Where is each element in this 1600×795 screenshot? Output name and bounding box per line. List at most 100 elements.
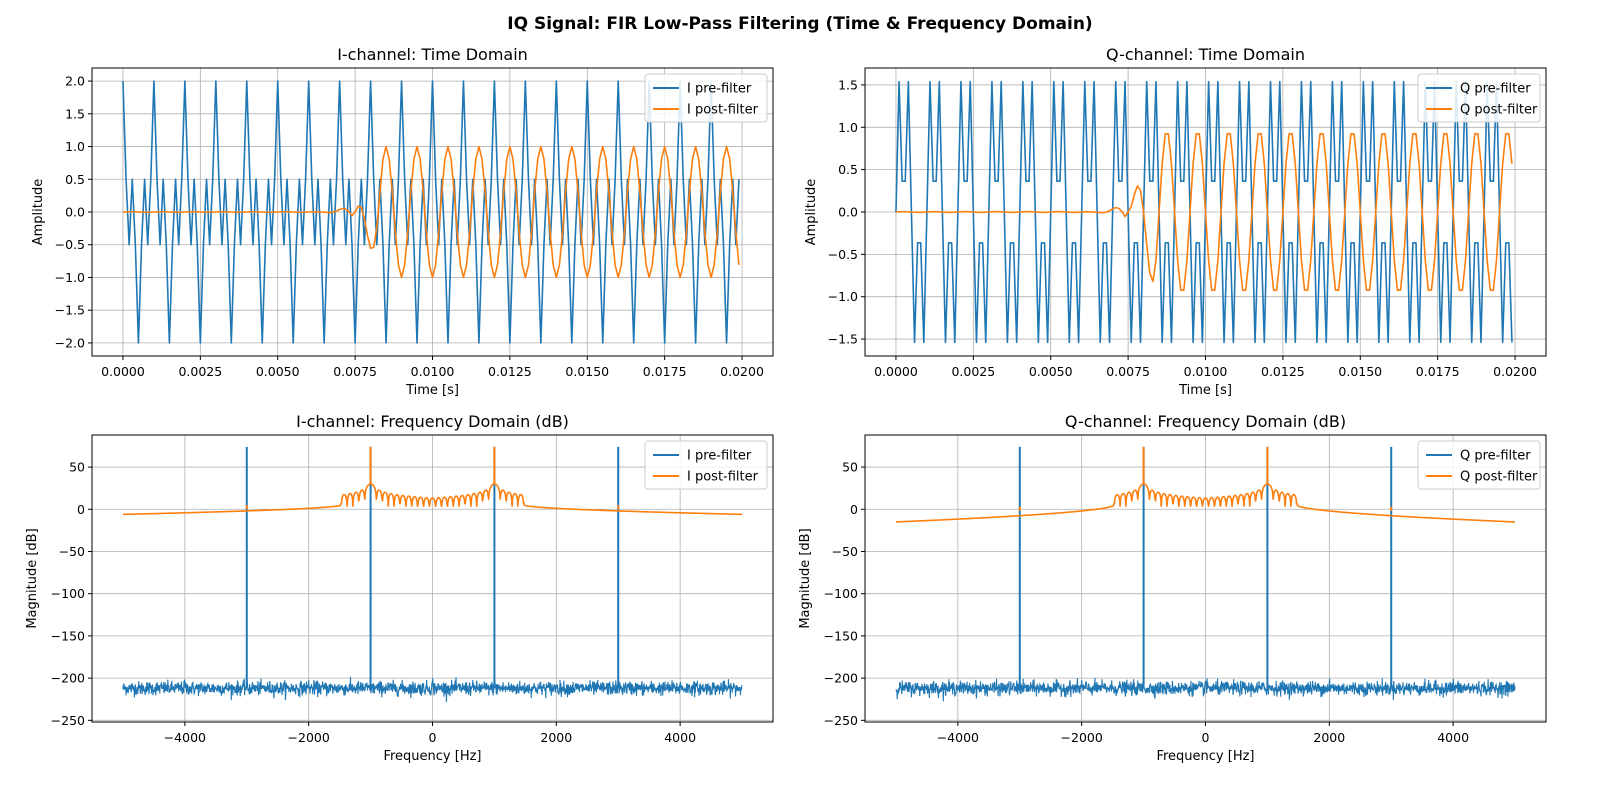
- i-time-legend-label-1: I post-filter: [687, 103, 759, 118]
- i-freq-series-pre-noise: [122, 676, 743, 703]
- q-time-ytick-label-6: 1.5: [838, 77, 858, 92]
- q-time-ytick-label-1: −1.0: [828, 289, 858, 304]
- q-freq-legend-label-1: Q post-filter: [1460, 470, 1538, 485]
- i-time-series-post: [122, 145, 740, 279]
- i-time-xtick-label-7: 0.0175: [643, 364, 687, 379]
- q-time-legend: Q pre-filter Q post-filter: [1417, 73, 1541, 123]
- i-time-xtick-label-2: 0.0050: [256, 364, 300, 379]
- i-time-ytick-label-2: −1.0: [55, 270, 85, 285]
- i-time-ytick-label-6: 1.0: [65, 139, 85, 154]
- i-freq-series-post: [122, 483, 743, 516]
- i-time-xtick-label-6: 0.0150: [565, 364, 609, 379]
- q-time-series-post: [895, 133, 1513, 291]
- q-freq-xtick-label-4: 4000: [1437, 730, 1469, 745]
- i-time-xtick-label-5: 0.0125: [488, 364, 532, 379]
- q-freq-xtick-label-1: −2000: [1061, 730, 1103, 745]
- q-time-chart: 0.0000 0.0025 0.0050 0.0075 0.0100 0.0125 0.01…: [804, 45, 1547, 398]
- i-time-legend: I pre-filter I post-filter: [644, 73, 768, 123]
- q-time-ytick-label-2: −0.5: [828, 247, 858, 262]
- figure-suptitle: IQ Signal: FIR Low-Pass Filtering (Time …: [507, 14, 1092, 34]
- q-time-title: Q-channel: Time Domain: [1106, 45, 1305, 64]
- i-freq-xlabel: Frequency [Hz]: [383, 749, 481, 764]
- i-freq-plot-area: [122, 446, 743, 703]
- q-freq-ytick-label-2: −150: [824, 628, 858, 643]
- q-time-ytick-label-3: 0.0: [838, 205, 858, 220]
- q-freq-ytick-label-3: −100: [824, 586, 858, 601]
- q-freq-ytick-label-4: −50: [832, 544, 858, 559]
- i-time-xtick-label-4: 0.0100: [411, 364, 455, 379]
- i-freq-xtick-label-3: 2000: [540, 730, 572, 745]
- i-freq-xtick-label-4: 4000: [664, 730, 696, 745]
- i-time-chart: 0.0000 0.0025 0.0050 0.0075 0.0100 0.0125 0.01…: [31, 45, 774, 398]
- q-freq-series-post: [895, 483, 1516, 523]
- q-freq-ytick-label-0: −250: [824, 713, 858, 728]
- i-time-xlabel: Time [s]: [405, 383, 459, 398]
- i-time-plot-area: [122, 80, 740, 344]
- q-time-xlabel: Time [s]: [1178, 383, 1232, 398]
- i-freq-legend-label-0: I pre-filter: [687, 449, 752, 464]
- q-time-ytick-label-4: 0.5: [838, 162, 858, 177]
- i-freq-ytick-label-4: −50: [59, 544, 85, 559]
- i-freq-ytick-label-2: −150: [51, 628, 85, 643]
- i-freq-title: I-channel: Frequency Domain (dB): [296, 412, 569, 431]
- q-time-xtick-label-8: 0.0200: [1493, 364, 1537, 379]
- i-time-title: I-channel: Time Domain: [337, 45, 528, 64]
- i-time-ytick-label-5: 0.5: [65, 172, 85, 187]
- q-time-xtick-label-4: 0.0100: [1184, 364, 1228, 379]
- q-time-xtick-label-6: 0.0150: [1338, 364, 1382, 379]
- q-freq-legend-label-0: Q pre-filter: [1460, 449, 1531, 464]
- i-freq-ytick-label-3: −100: [51, 586, 85, 601]
- q-time-xtick-label-7: 0.0175: [1416, 364, 1460, 379]
- i-time-ylabel: Amplitude: [31, 179, 46, 246]
- q-time-xtick-label-2: 0.0050: [1029, 364, 1073, 379]
- q-time-xtick-label-5: 0.0125: [1261, 364, 1305, 379]
- i-freq-xtick-label-0: −4000: [164, 730, 206, 745]
- q-freq-ytick-label-5: 0: [850, 502, 858, 517]
- q-time-plot-area: [895, 80, 1513, 344]
- i-time-xtick-label-8: 0.0200: [720, 364, 764, 379]
- q-freq-title: Q-channel: Frequency Domain (dB): [1065, 412, 1346, 431]
- q-freq-xtick-label-3: 2000: [1313, 730, 1345, 745]
- i-time-ytick-label-3: −0.5: [55, 237, 85, 252]
- i-time-ytick-label-7: 1.5: [65, 106, 85, 121]
- i-freq-legend-label-1: I post-filter: [687, 470, 759, 485]
- q-freq-plot-area: [895, 446, 1516, 702]
- i-time-legend-label-0: I pre-filter: [687, 82, 752, 97]
- q-time-series-pre: [895, 80, 1513, 344]
- i-time-ytick-label-0: −2.0: [55, 335, 85, 350]
- q-freq-ytick-label-6: 50: [842, 460, 858, 475]
- q-freq-ytick-label-1: −200: [824, 671, 858, 686]
- q-time-xtick-label-0: 0.0000: [874, 364, 918, 379]
- q-time-ytick-label-5: 1.0: [838, 120, 858, 135]
- i-freq-legend: I pre-filter I post-filter: [644, 440, 768, 490]
- i-freq-chart: −4000 −2000 0 2000 4000 −250 −200 −150 −100 −50 0 5…: [25, 412, 774, 764]
- i-time-series-pre: [122, 80, 740, 344]
- i-freq-ytick-label-1: −200: [51, 671, 85, 686]
- i-time-xtick-label-0: 0.0000: [101, 364, 145, 379]
- i-time-ytick-label-1: −1.5: [55, 303, 85, 318]
- i-time-ytick-label-8: 2.0: [65, 74, 85, 89]
- q-freq-xtick-label-0: −4000: [937, 730, 979, 745]
- q-time-legend-label-0: Q pre-filter: [1460, 82, 1531, 97]
- i-time-xtick-label-3: 0.0075: [333, 364, 377, 379]
- i-freq-xtick-label-1: −2000: [288, 730, 330, 745]
- q-freq-xlabel: Frequency [Hz]: [1156, 749, 1254, 764]
- q-freq-ylabel: Magnitude [dB]: [798, 528, 813, 628]
- i-freq-ytick-label-6: 50: [69, 460, 85, 475]
- i-freq-ylabel: Magnitude [dB]: [25, 528, 40, 628]
- q-time-legend-label-1: Q post-filter: [1460, 103, 1538, 118]
- i-time-ytick-label-4: 0.0: [65, 205, 85, 220]
- i-freq-ytick-label-0: −250: [51, 713, 85, 728]
- i-freq-ytick-label-5: 0: [77, 502, 85, 517]
- q-time-ytick-label-0: −1.5: [828, 332, 858, 347]
- q-freq-chart: −4000 −2000 0 2000 4000 −250 −200 −150 −100 −50 0 5…: [798, 412, 1547, 764]
- q-time-xtick-label-3: 0.0075: [1106, 364, 1150, 379]
- q-freq-xtick-label-2: 0: [1202, 730, 1210, 745]
- i-freq-xtick-label-2: 0: [429, 730, 437, 745]
- i-time-xtick-label-1: 0.0025: [178, 364, 222, 379]
- q-time-xtick-label-1: 0.0025: [951, 364, 995, 379]
- q-freq-series-pre-noise: [895, 677, 1516, 702]
- q-freq-legend: Q pre-filter Q post-filter: [1417, 440, 1541, 490]
